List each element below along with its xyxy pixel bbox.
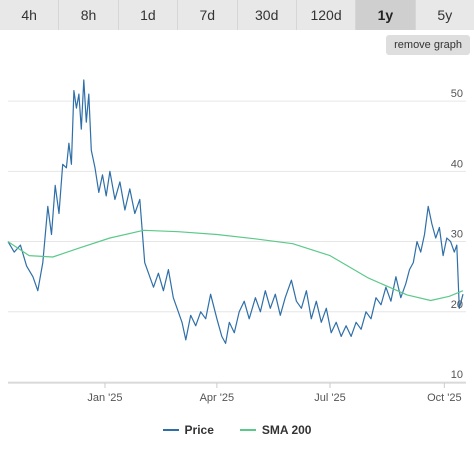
x-tick-label: Jan '25 — [87, 392, 122, 404]
legend-item-price[interactable]: Price — [162, 423, 214, 437]
price-chart: 10 20 30 40 50 Jan '25 Apr '25 Jul '25 Oct '25 — [7, 79, 466, 404]
series-lines — [7, 79, 464, 344]
timeframe-tabs: 4h 8h 1d 7d 30d 120d 1y 5y — [0, 0, 474, 30]
y-tick-label: 50 — [451, 88, 463, 100]
gridlines — [8, 100, 466, 384]
x-tick-label: Apr '25 — [200, 392, 235, 404]
y-tick-label: 10 — [451, 369, 463, 381]
tab-4h[interactable]: 4h — [0, 0, 60, 30]
y-axis-ticks: 10 20 30 40 50 — [451, 88, 463, 381]
y-tick-label: 40 — [451, 158, 463, 170]
legend-label: Price — [184, 423, 214, 437]
remove-graph-button[interactable]: remove graph — [386, 35, 470, 55]
tab-1y[interactable]: 1y — [356, 0, 416, 30]
y-tick-label: 20 — [451, 299, 463, 311]
tab-1d[interactable]: 1d — [118, 0, 179, 30]
chart-legend: Price SMA 200 — [0, 420, 474, 440]
legend-swatch — [239, 429, 256, 431]
x-tick-label: Jul '25 — [314, 392, 345, 404]
y-tick-label: 30 — [451, 229, 463, 241]
tab-30d[interactable]: 30d — [237, 0, 297, 30]
legend-item-sma-200[interactable]: SMA 200 — [239, 423, 312, 437]
tab-7d[interactable]: 7d — [178, 0, 238, 30]
series-line-price — [7, 79, 464, 344]
x-axis-ticks: Jan '25 Apr '25 Jul '25 Oct '25 — [87, 383, 462, 404]
legend-label: SMA 200 — [261, 423, 312, 437]
x-tick-label: Oct '25 — [427, 392, 462, 404]
legend-swatch — [162, 429, 179, 431]
tab-5y[interactable]: 5y — [415, 0, 474, 30]
series-line-sma-200 — [7, 229, 464, 302]
tab-8h[interactable]: 8h — [59, 0, 119, 30]
tab-120d[interactable]: 120d — [296, 0, 357, 30]
